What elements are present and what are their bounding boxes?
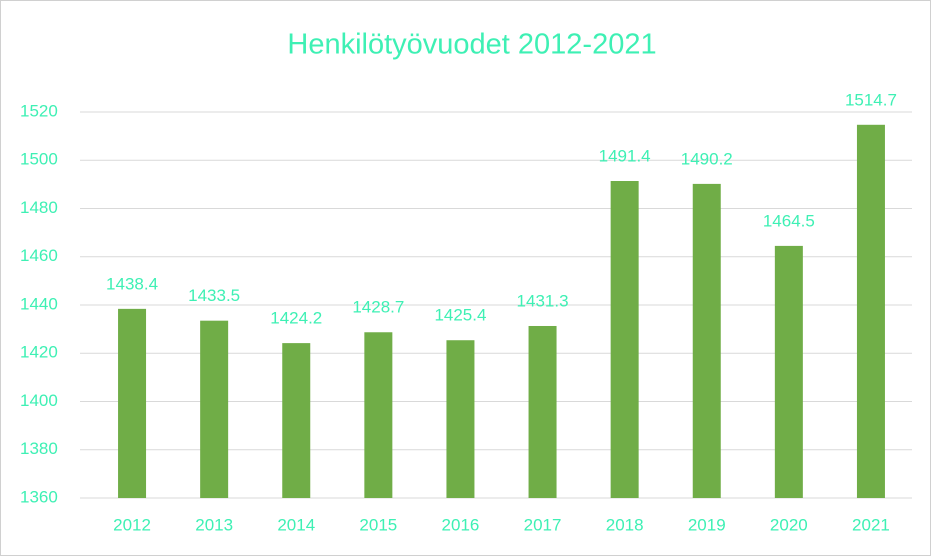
data-label: 1433.5 [188, 286, 240, 305]
data-label: 1431.3 [517, 291, 569, 310]
x-tick-label: 2017 [524, 515, 562, 534]
bar [282, 343, 311, 498]
x-tick-label: 2021 [852, 515, 890, 534]
y-tick-label: 1440 [20, 294, 58, 313]
bar [200, 320, 229, 498]
x-tick-label: 2015 [359, 515, 397, 534]
data-label: 1438.4 [106, 274, 158, 293]
data-label: 1490.2 [681, 149, 733, 168]
y-tick-label: 1380 [20, 439, 58, 458]
data-label: 1428.7 [352, 298, 404, 317]
x-tick-label: 2013 [195, 515, 233, 534]
y-tick-label: 1420 [20, 343, 58, 362]
x-tick-label: 2014 [277, 515, 315, 534]
y-tick-label: 1500 [20, 150, 58, 169]
x-tick-label: 2019 [688, 515, 726, 534]
data-label: 1425.4 [434, 306, 486, 325]
y-tick-label: 1460 [20, 246, 58, 265]
x-tick-label: 2020 [770, 515, 808, 534]
bar [856, 124, 885, 498]
bar [610, 180, 639, 498]
y-tick-label: 1480 [20, 198, 58, 217]
y-tick-label: 1360 [20, 487, 58, 506]
data-label: 1424.2 [270, 309, 322, 328]
bar [692, 183, 721, 498]
data-label: 1514.7 [845, 90, 897, 109]
bar [528, 325, 557, 498]
bar [774, 245, 803, 498]
bar [364, 332, 393, 498]
data-label: 1464.5 [763, 211, 815, 230]
y-tick-label: 1400 [20, 391, 58, 410]
data-label: 1491.4 [599, 146, 651, 165]
x-tick-label: 2016 [442, 515, 480, 534]
x-tick-label: 2018 [606, 515, 644, 534]
bar [446, 340, 475, 498]
y-tick-label: 1520 [20, 101, 58, 120]
chart-title: Henkilötyövuodet 2012-2021 [287, 29, 656, 61]
bar [118, 308, 147, 498]
x-tick-label: 2012 [113, 515, 151, 534]
